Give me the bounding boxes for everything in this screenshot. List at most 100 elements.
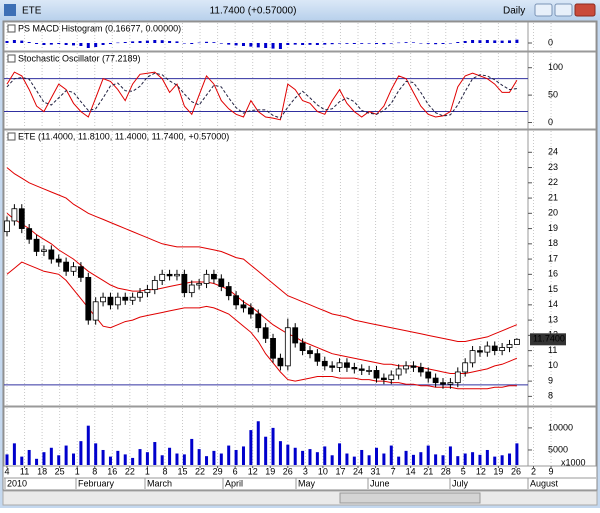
candle-body xyxy=(440,382,446,385)
minimize-button[interactable] xyxy=(534,3,553,17)
candle-body xyxy=(477,350,483,353)
scrollbar[interactable] xyxy=(2,490,598,506)
bar xyxy=(20,456,24,465)
bar xyxy=(20,40,24,43)
candle-body xyxy=(410,365,417,368)
month-label: April xyxy=(225,478,243,488)
bar xyxy=(145,40,149,43)
candle-body xyxy=(78,266,84,278)
chart-area xyxy=(2,20,598,491)
candle-body xyxy=(403,365,409,370)
candle-body xyxy=(284,327,291,367)
bar xyxy=(219,453,223,465)
bar xyxy=(227,445,231,465)
y-tick-label: 50 xyxy=(548,89,558,99)
bar xyxy=(57,43,61,44)
bar xyxy=(249,43,253,47)
y-tick-label: 11 xyxy=(548,345,557,355)
candle-body xyxy=(151,280,158,290)
candle-body xyxy=(48,249,55,260)
bar xyxy=(182,43,186,44)
month-label: June xyxy=(370,478,390,488)
bar xyxy=(478,454,482,465)
window-symbol: ETE xyxy=(22,6,42,17)
bar xyxy=(278,441,282,465)
candle-body xyxy=(388,374,395,380)
bar xyxy=(360,449,364,465)
bar xyxy=(256,43,260,48)
bar xyxy=(123,42,127,43)
window-quote: 11.7400 (+0.57000) xyxy=(210,6,297,17)
bar xyxy=(79,43,83,46)
bar xyxy=(323,446,327,465)
bar xyxy=(404,42,408,43)
candle-body xyxy=(462,362,469,373)
candle-body xyxy=(240,304,247,309)
y-tick-label: 23 xyxy=(548,162,558,172)
month-label: 2010 xyxy=(7,478,27,488)
x-tick-label: 11 xyxy=(20,466,29,476)
x-tick-label: 19 xyxy=(265,466,275,476)
bar xyxy=(367,455,371,465)
candle-body xyxy=(447,382,454,385)
bar xyxy=(397,456,401,465)
x-tick-label: 6 xyxy=(233,466,238,476)
bar xyxy=(241,446,245,465)
x-tick-label: 26 xyxy=(511,466,521,476)
bar xyxy=(308,43,312,45)
bar xyxy=(42,452,46,465)
bar xyxy=(116,42,120,44)
bar xyxy=(234,449,238,465)
bar xyxy=(434,454,438,465)
bar xyxy=(323,43,327,45)
bar xyxy=(352,456,356,465)
bar xyxy=(404,450,408,465)
series-line xyxy=(6,167,518,342)
x-tick-label: 2 xyxy=(531,466,536,476)
candle-body xyxy=(373,370,380,379)
bar xyxy=(168,41,172,43)
month-label: May xyxy=(298,478,316,488)
bar xyxy=(72,453,76,465)
close-button[interactable] xyxy=(574,3,596,17)
candle-body xyxy=(262,327,269,339)
candle-body xyxy=(469,350,476,364)
x-tick-label: 29 xyxy=(213,466,223,476)
bar xyxy=(330,455,334,465)
candle-body xyxy=(181,273,188,294)
bar xyxy=(145,452,149,465)
last-price-label: 11.7400 xyxy=(533,334,565,344)
pane-frame xyxy=(3,21,597,52)
y-tick-label: 19 xyxy=(548,223,558,233)
bar xyxy=(419,43,423,44)
x-tick-label: 21 xyxy=(423,466,433,476)
bar xyxy=(86,425,90,465)
bar xyxy=(108,456,112,465)
y-tick-label: 20 xyxy=(548,208,558,218)
maximize-button[interactable] xyxy=(554,3,573,17)
scrollbar-thumb[interactable] xyxy=(339,492,481,504)
bar xyxy=(441,43,445,44)
bar xyxy=(175,453,179,465)
bar xyxy=(249,430,253,465)
bar xyxy=(293,447,297,465)
bar xyxy=(508,40,512,43)
month-label: July xyxy=(452,478,469,488)
bar xyxy=(197,449,201,465)
bar xyxy=(286,43,290,45)
x-tick-label: 31 xyxy=(371,466,381,476)
candle-body xyxy=(63,261,70,272)
y-tick-label: 10 xyxy=(548,360,558,370)
bar xyxy=(5,454,9,465)
bar xyxy=(197,42,201,44)
bar xyxy=(278,43,282,49)
bar xyxy=(86,43,90,48)
bar xyxy=(382,453,386,465)
pane-title: PS MACD Histogram (0.16677, 0.00000) xyxy=(18,23,181,33)
y-tick-label: 0 xyxy=(548,37,553,47)
bar xyxy=(456,42,460,43)
bar xyxy=(64,43,68,45)
bar xyxy=(175,41,179,43)
candle-body xyxy=(329,365,336,368)
candle-body xyxy=(299,342,306,352)
